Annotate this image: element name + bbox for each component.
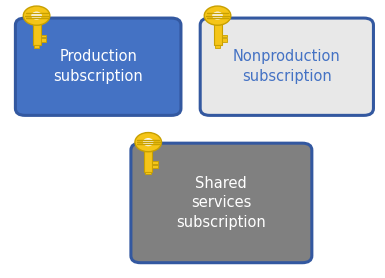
- Circle shape: [144, 139, 153, 145]
- FancyBboxPatch shape: [152, 165, 158, 168]
- Circle shape: [135, 133, 162, 152]
- FancyBboxPatch shape: [221, 38, 227, 42]
- FancyBboxPatch shape: [40, 38, 46, 42]
- FancyBboxPatch shape: [146, 172, 151, 174]
- FancyBboxPatch shape: [15, 18, 181, 115]
- Text: Production
subscription: Production subscription: [53, 49, 143, 84]
- Circle shape: [23, 6, 50, 25]
- FancyBboxPatch shape: [40, 35, 46, 37]
- FancyBboxPatch shape: [33, 24, 40, 45]
- FancyBboxPatch shape: [221, 35, 227, 37]
- FancyBboxPatch shape: [200, 18, 373, 115]
- Text: Shared
services
subscription: Shared services subscription: [176, 176, 266, 230]
- FancyBboxPatch shape: [131, 143, 312, 263]
- Circle shape: [213, 12, 222, 19]
- Circle shape: [204, 6, 231, 25]
- FancyBboxPatch shape: [34, 45, 39, 48]
- FancyBboxPatch shape: [144, 151, 152, 172]
- Circle shape: [32, 12, 41, 19]
- Text: Nonproduction
subscription: Nonproduction subscription: [233, 49, 341, 84]
- FancyBboxPatch shape: [215, 45, 220, 48]
- FancyBboxPatch shape: [214, 24, 221, 45]
- FancyBboxPatch shape: [152, 162, 158, 164]
